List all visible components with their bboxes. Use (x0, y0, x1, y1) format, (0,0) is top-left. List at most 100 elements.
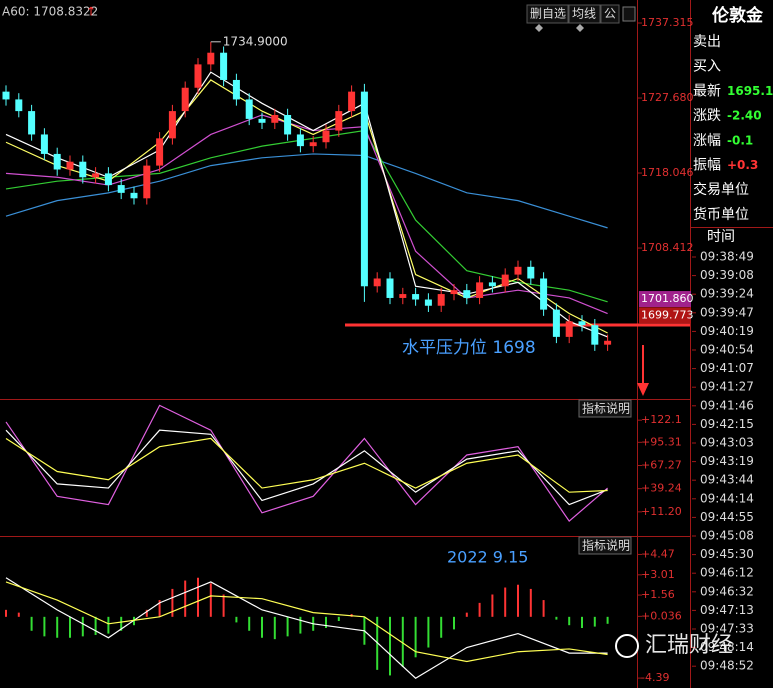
price-marker-label: 1699.773 (641, 308, 694, 321)
y-tick-label: 1708.412 (641, 241, 694, 254)
quote-label: 涨跌 (693, 108, 721, 124)
button[interactable] (578, 536, 632, 555)
candle-body (360, 91, 368, 287)
candle-body (130, 192, 138, 199)
ma-arrow: ↑ (86, 5, 96, 19)
candle-body (488, 282, 496, 287)
candle-body (309, 142, 317, 147)
watermark-text: 汇瑞财经 (645, 633, 733, 658)
time-item: 09:48:14 (700, 640, 754, 654)
candle-body (2, 91, 10, 100)
time-item: 09:39:47 (700, 305, 754, 319)
indicator-line (5, 153, 608, 229)
time-item: 09:48:52 (700, 659, 754, 673)
y-tick-label: +39.24 (641, 482, 682, 495)
price-marker (639, 291, 691, 308)
time-item: 09:41:46 (700, 398, 754, 412)
candle-body (143, 165, 151, 199)
candle-body (181, 87, 189, 112)
candle-body (591, 325, 599, 345)
candle-body (578, 321, 586, 326)
button-label[interactable]: 删自选 (530, 7, 566, 21)
candle-body (117, 185, 125, 193)
button-label[interactable]: 均线 (572, 7, 596, 21)
candle-body (450, 290, 458, 295)
candle-body (501, 274, 509, 287)
button-label[interactable]: 指标说明 (582, 401, 630, 416)
time-item: 09:39:24 (700, 287, 754, 301)
candle-body (565, 321, 573, 337)
time-item: 09:43:19 (700, 454, 754, 468)
button-label[interactable]: 指标说明 (582, 538, 630, 553)
quote-value: 1695.13 (727, 84, 773, 98)
candle-body (168, 111, 176, 139)
quote-label: 涨幅 (693, 133, 721, 149)
candle-body (296, 134, 304, 147)
candle-body (40, 134, 48, 154)
ma-readout: A60: 1708.8322 (2, 5, 98, 19)
time-item: 09:44:14 (700, 491, 754, 505)
button-label[interactable]: 公 (604, 7, 616, 21)
indicator-line (5, 437, 608, 493)
time-item: 09:39:08 (700, 268, 754, 282)
button[interactable] (578, 399, 632, 418)
y-tick-label: +95.31 (641, 435, 682, 448)
y-tick-label: +0.036 (641, 609, 682, 622)
candle-body (552, 309, 560, 337)
button[interactable] (568, 4, 601, 24)
candle-body (245, 99, 253, 119)
price-marker (639, 307, 691, 324)
time-item: 09:45:30 (700, 547, 754, 561)
watermark-icon (615, 634, 639, 658)
indicator-line (5, 429, 608, 506)
quote-value: -2.40 (727, 109, 762, 123)
candle-body (604, 340, 612, 345)
y-tick-label: +67.27 (641, 458, 682, 471)
candle-body (258, 118, 266, 123)
candle-body (79, 161, 87, 178)
toolbar: 删自选 均线 公 (526, 4, 636, 32)
candle-body (476, 282, 484, 298)
arrow-head (637, 383, 649, 396)
time-item: 09:40:19 (700, 324, 754, 338)
y-tick-label: +1.56 (641, 588, 675, 601)
time-item: 09:43:03 (700, 436, 754, 450)
y-tick-label: 1718.046 (641, 166, 694, 179)
candle-body (220, 52, 228, 80)
candle-body (527, 266, 535, 279)
quote-label: 卖出 (693, 34, 721, 50)
button[interactable] (526, 4, 569, 24)
button[interactable] (600, 4, 620, 24)
date-annotation: 2022 9.15 (447, 548, 528, 567)
time-item: 09:46:32 (700, 584, 754, 598)
candle-body (92, 173, 100, 178)
time-item: 09:43:44 (700, 473, 754, 487)
quote-label: 最新 (693, 83, 721, 99)
candle-body (386, 278, 394, 298)
time-item: 09:46:12 (700, 566, 754, 580)
quote-value: -0.1 (727, 133, 753, 147)
time-item: 09:38:49 (700, 250, 754, 264)
indicator-line (5, 581, 608, 663)
y-tick-label: 1727.680 (641, 91, 694, 104)
button[interactable] (622, 6, 636, 22)
indicator-line (5, 577, 608, 679)
resistance-label: 水平压力位 1698 (402, 338, 536, 358)
time-item: 09:45:08 (700, 529, 754, 543)
y-tick-label: +122.1 (641, 413, 682, 426)
quote-label: 货币单位 (693, 206, 749, 223)
candle-body (322, 130, 330, 143)
candle-body (53, 153, 61, 170)
time-item: 09:40:54 (700, 343, 754, 357)
time-item: 09:44:55 (700, 510, 754, 524)
quote-label: 振幅 (693, 158, 721, 174)
candle-body (156, 138, 164, 166)
quote-label: 交易单位 (693, 181, 749, 198)
time-item: 09:47:33 (700, 622, 754, 636)
candle-body (28, 111, 36, 135)
time-item: 09:47:13 (700, 603, 754, 617)
y-tick-label: +4.47 (641, 547, 675, 560)
time-item: 09:41:27 (700, 380, 754, 394)
candle-body (399, 294, 407, 298)
